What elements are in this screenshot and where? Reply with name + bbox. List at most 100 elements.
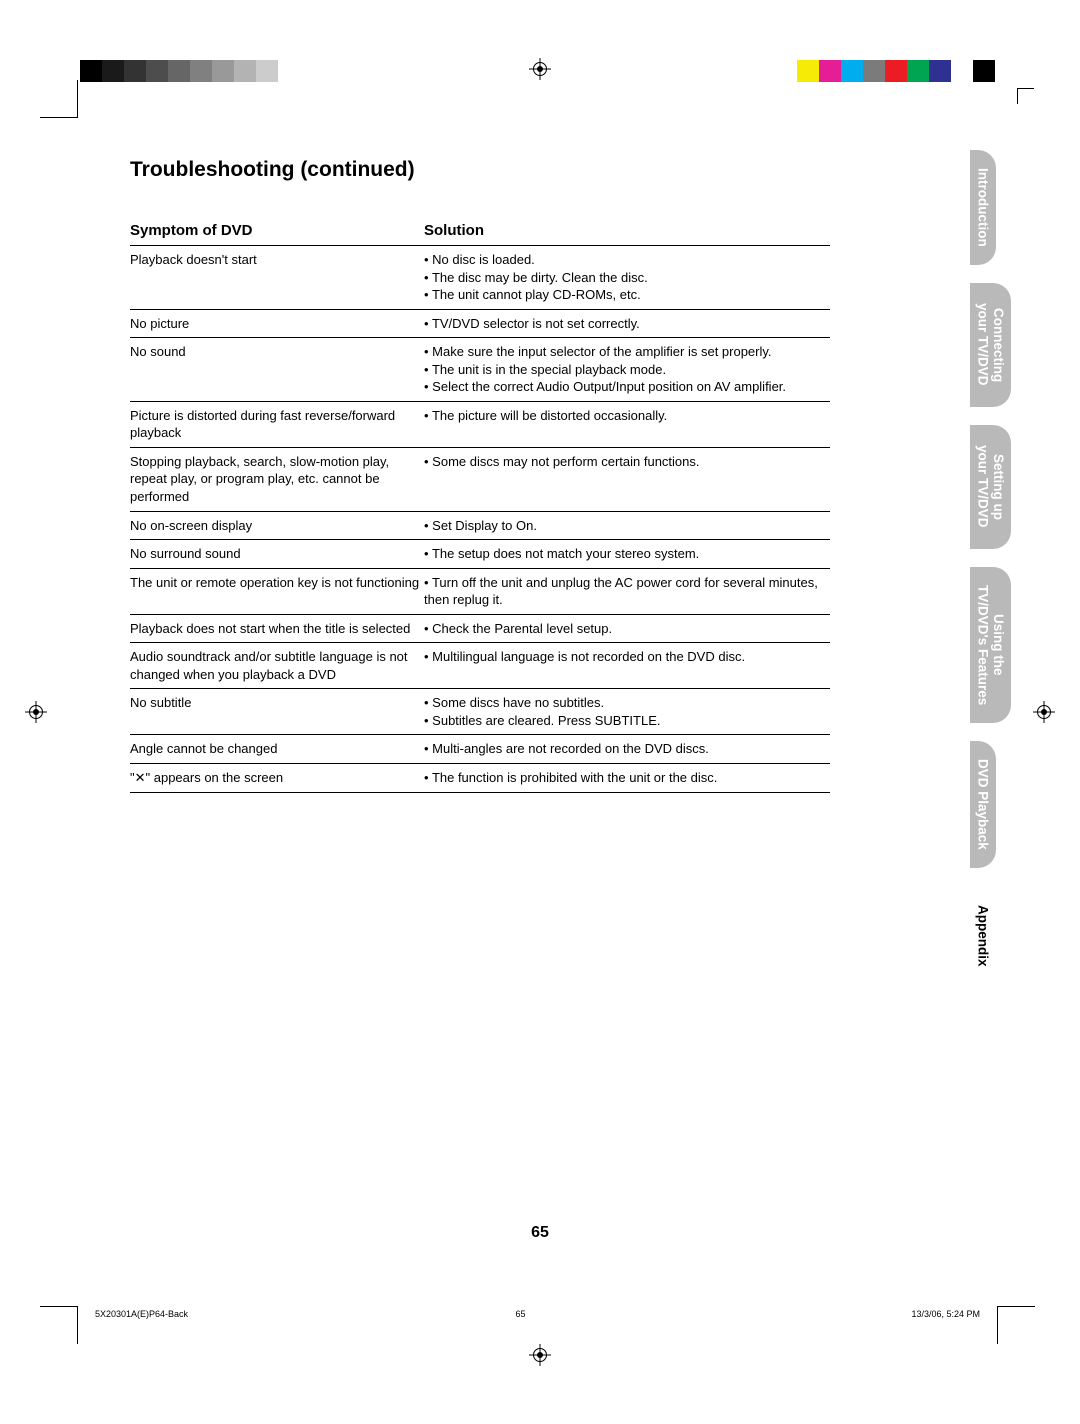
swatch [819,60,841,82]
swatch [124,60,146,82]
solution-item: The picture will be distorted occasional… [424,407,826,425]
swatch [841,60,863,82]
troubleshooting-tbody: Playback doesn't startNo disc is loaded.… [130,246,830,793]
solution-cell: The setup does not match your stereo sys… [424,540,830,569]
footer-right: 13/3/06, 5:24 PM [911,1309,980,1319]
symptom-cell: No sound [130,338,424,402]
solution-item: The unit cannot play CD-ROMs, etc. [424,286,826,304]
column-header-solution: Solution [424,222,830,246]
solution-item: TV/DVD selector is not set correctly. [424,315,826,333]
symptom-cell: Playback does not start when the title i… [130,614,424,643]
table-row: Stopping playback, search, slow-motion p… [130,447,830,511]
solution-item: Multilingual language is not recorded on… [424,648,826,666]
solution-item: Select the correct Audio Output/Input po… [424,378,826,396]
symptom-cell: Stopping playback, search, slow-motion p… [130,447,424,511]
table-row: Angle cannot be changedMulti-angles are … [130,735,830,764]
solution-item: Set Display to On. [424,517,826,535]
symptom-cell: The unit or remote operation key is not … [130,568,424,614]
table-row: No subtitleSome discs have no subtitles.… [130,689,830,735]
column-header-symptom: Symptom of DVD [130,222,424,246]
solution-item: Subtitles are cleared. Press SUBTITLE. [424,712,826,730]
footer-left: 5X20301A(E)P64-Back [95,1309,188,1319]
swatch [973,60,995,82]
solution-cell: Some discs have no subtitles.Subtitles a… [424,689,830,735]
footer-imprint: 5X20301A(E)P64-Back 13/3/06, 5:24 PM 65 [95,1309,980,1319]
registration-mark-icon [529,1344,551,1366]
table-row: Playback doesn't startNo disc is loaded.… [130,246,830,310]
solution-item: The setup does not match your stereo sys… [424,545,826,563]
solution-cell: The function is prohibited with the unit… [424,764,830,793]
table-row: No surround soundThe setup does not matc… [130,540,830,569]
section-tab: Appendix [970,886,996,986]
solution-cell: Multi-angles are not recorded on the DVD… [424,735,830,764]
symptom-cell: Angle cannot be changed [130,735,424,764]
registration-mark-icon [1033,701,1055,723]
section-tabs: Introduction Connecting your TV/DVD Settin… [970,150,1010,1004]
solution-item: Some discs may not perform certain funct… [424,453,826,471]
solution-cell: TV/DVD selector is not set correctly. [424,309,830,338]
crop-mark-icon [1018,88,1034,89]
solution-item: The function is prohibited with the unit… [424,769,826,787]
footer-mid: 65 [515,1309,525,1319]
symptom-cell: Audio soundtrack and/or subtitle languag… [130,643,424,689]
symptom-cell: No subtitle [130,689,424,735]
swatch [168,60,190,82]
page-content: Troubleshooting (continued) Symptom of D… [130,158,830,793]
swatch [885,60,907,82]
table-row: No on-screen displaySet Display to On. [130,511,830,540]
swatch [797,60,819,82]
solution-cell: Make sure the input selector of the ampl… [424,338,830,402]
symptom-cell: "✕" appears on the screen [130,764,424,793]
table-row: Picture is distorted during fast reverse… [130,401,830,447]
solution-item: No disc is loaded. [424,251,826,269]
solution-item: Some discs have no subtitles. [424,694,826,712]
swatch [951,60,973,82]
troubleshooting-table: Symptom of DVD Solution Playback doesn't… [130,222,830,793]
crop-mark-icon [40,1306,78,1344]
solution-cell: Check the Parental level setup. [424,614,830,643]
section-tab: DVD Playback [970,741,996,868]
swatch [146,60,168,82]
table-row: No soundMake sure the input selector of … [130,338,830,402]
colorbar-color [797,60,995,82]
symptom-cell: Picture is distorted during fast reverse… [130,401,424,447]
page-title: Troubleshooting (continued) [130,158,830,182]
solution-cell: The picture will be distorted occasional… [424,401,830,447]
section-tab: Connecting your TV/DVD [970,283,1011,407]
swatch [256,60,278,82]
symptom-cell: No surround sound [130,540,424,569]
solution-item: Check the Parental level setup. [424,620,826,638]
solution-cell: Multilingual language is not recorded on… [424,643,830,689]
registration-mark-icon [529,58,551,80]
section-tab: Introduction [970,150,996,265]
table-row: Playback does not start when the title i… [130,614,830,643]
section-tab: Setting up your TV/DVD [970,425,1011,549]
solution-cell: Set Display to On. [424,511,830,540]
table-row: Audio soundtrack and/or subtitle languag… [130,643,830,689]
solution-cell: Turn off the unit and unplug the AC powe… [424,568,830,614]
crop-mark-icon [1017,88,1018,104]
solution-item: The unit is in the special playback mode… [424,361,826,379]
table-row: "✕" appears on the screenThe function is… [130,764,830,793]
swatch [80,60,102,82]
solution-item: The disc may be dirty. Clean the disc. [424,269,826,287]
symptom-cell: No picture [130,309,424,338]
page-number: 65 [0,1224,1080,1242]
solution-cell: Some discs may not perform certain funct… [424,447,830,511]
swatch [929,60,951,82]
swatch [102,60,124,82]
swatch [212,60,234,82]
solution-item: Turn off the unit and unplug the AC powe… [424,574,826,609]
swatch [907,60,929,82]
table-row: No pictureTV/DVD selector is not set cor… [130,309,830,338]
colorbar-grayscale [80,60,278,82]
swatch [863,60,885,82]
swatch [234,60,256,82]
solution-item: Multi-angles are not recorded on the DVD… [424,740,826,758]
solution-item: Make sure the input selector of the ampl… [424,343,826,361]
solution-cell: No disc is loaded.The disc may be dirty.… [424,246,830,310]
swatch [190,60,212,82]
registration-mark-icon [25,701,47,723]
section-tab: Using the TV/DVD's Features [970,567,1011,723]
symptom-cell: Playback doesn't start [130,246,424,310]
